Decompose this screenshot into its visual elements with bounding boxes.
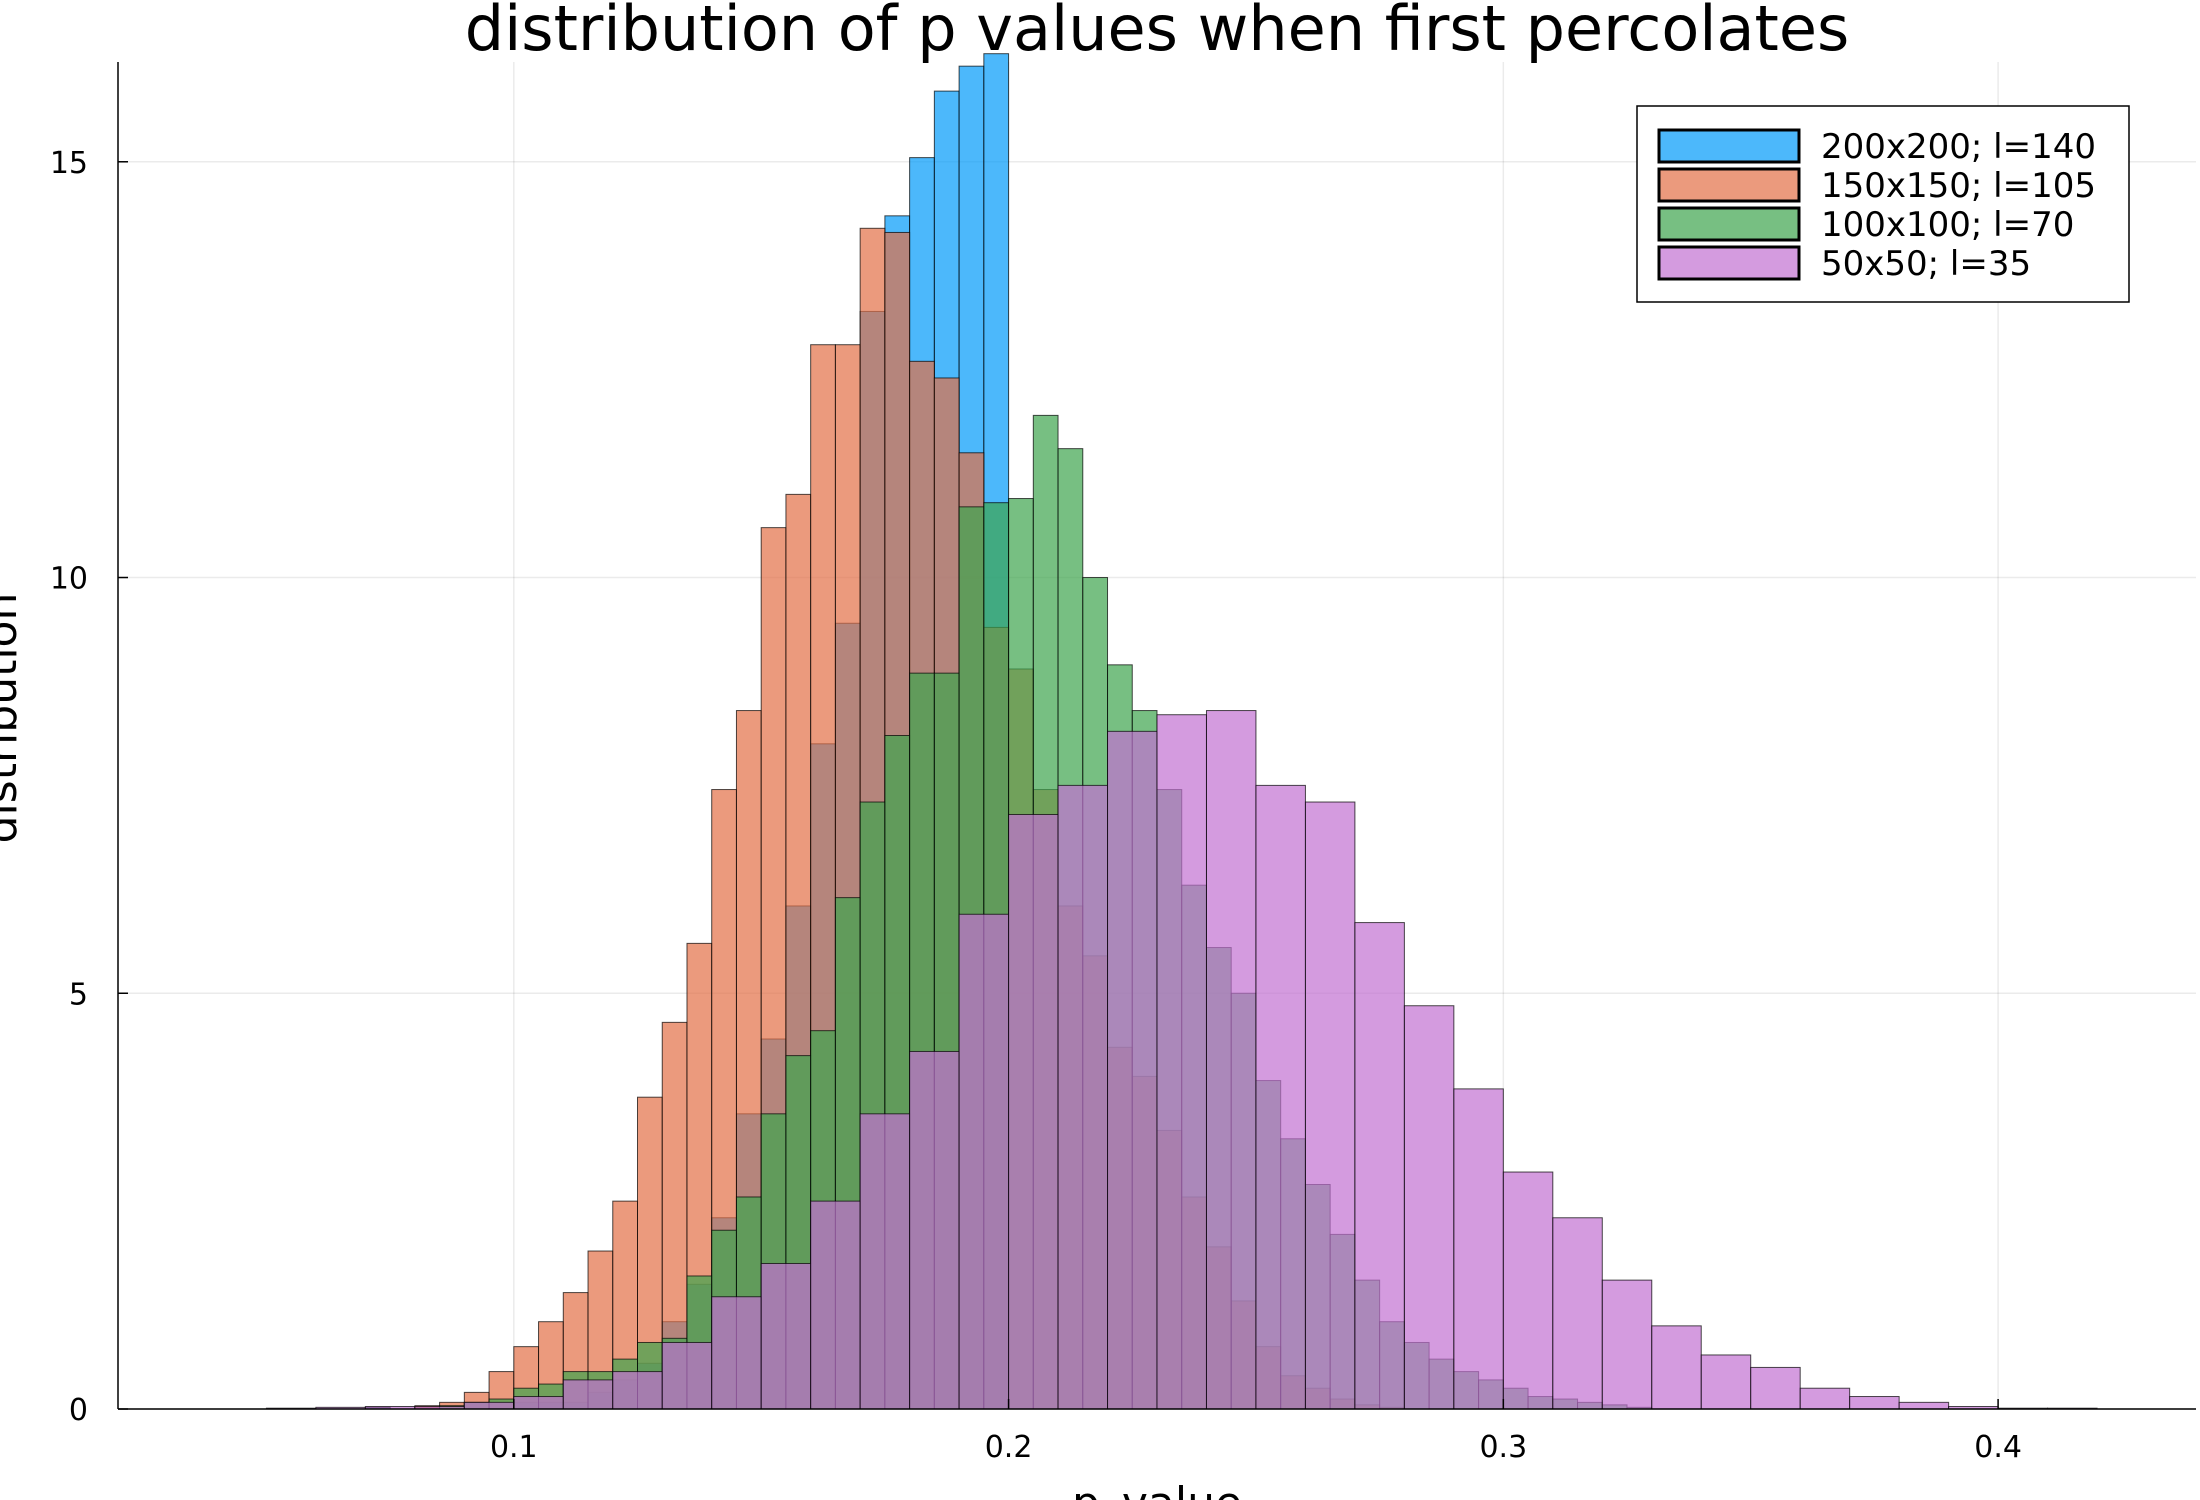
legend-swatch: [1657, 167, 1801, 203]
x-tick-label: 0.3: [1479, 1430, 1527, 1465]
chart-title: distribution of p values when first perc…: [465, 0, 1850, 65]
x-tick-label: 0.2: [985, 1430, 1033, 1465]
y-axis-label: distribution: [0, 593, 27, 844]
histogram-bar: [711, 1296, 762, 1410]
histogram-bar: [1107, 730, 1158, 1410]
histogram-bar: [1849, 1396, 1900, 1410]
histogram-bar: [1403, 1005, 1455, 1410]
histogram-bar: [1304, 801, 1356, 1410]
histogram-bar: [1898, 1401, 1950, 1410]
bars: [265, 53, 2098, 1410]
histogram-bar: [1601, 1279, 1653, 1410]
histogram-bar: [859, 1113, 911, 1410]
x-tick-label: 0.4: [1974, 1430, 2022, 1465]
histogram-bar: [1008, 813, 1059, 1410]
histogram-bar: [1750, 1366, 1801, 1410]
histogram-bar: [810, 1200, 861, 1410]
histogram-bar: [463, 1401, 515, 1410]
histogram-bar: [1453, 1088, 1504, 1410]
histogram-bar: [612, 1371, 663, 1410]
y-tick-label: 0: [69, 1393, 88, 1428]
legend-swatch: [1657, 128, 1801, 164]
histogram-bar: [1700, 1354, 1752, 1410]
x-tick-label: 0.1: [490, 1430, 538, 1465]
histogram-bar: [909, 1050, 960, 1410]
legend-entry-label: 100x100; l=70: [1821, 205, 2074, 245]
legend-swatch: [1657, 206, 1801, 242]
histogram-bar: [1651, 1325, 1702, 1410]
series-4-bars: [265, 710, 2098, 1410]
y-tick-label: 5: [69, 977, 88, 1012]
histogram-bar: [1354, 922, 1405, 1410]
y-tick-label: 15: [50, 146, 88, 181]
histogram-bar: [1502, 1171, 1554, 1410]
axes: 0.1 0.2 0.3 0.4 0 5 10 15: [50, 62, 2196, 1465]
histogram-bar: [562, 1379, 614, 1410]
histogram-bar: [760, 1262, 812, 1410]
histogram-bar: [513, 1396, 564, 1410]
histogram-bar: [1255, 784, 1306, 1410]
histogram-bar: [661, 1341, 713, 1410]
histogram-bar: [1057, 784, 1109, 1410]
x-axis-label: p_value: [1072, 1478, 1242, 1500]
histogram-bar: [1799, 1387, 1851, 1410]
legend-entry-label: 50x50; l=35: [1821, 244, 2031, 284]
y-tick-label: 10: [50, 562, 88, 597]
histogram-bar: [958, 913, 1010, 1410]
legend-entry-label: 150x150; l=105: [1821, 166, 2096, 206]
legend-swatch: [1657, 245, 1801, 281]
legend-entry-label: 200x200; l=140: [1821, 127, 2096, 167]
histogram-bar: [1205, 710, 1257, 1410]
histogram-bar: [1156, 714, 1207, 1410]
histogram-bar: [1552, 1217, 1603, 1410]
